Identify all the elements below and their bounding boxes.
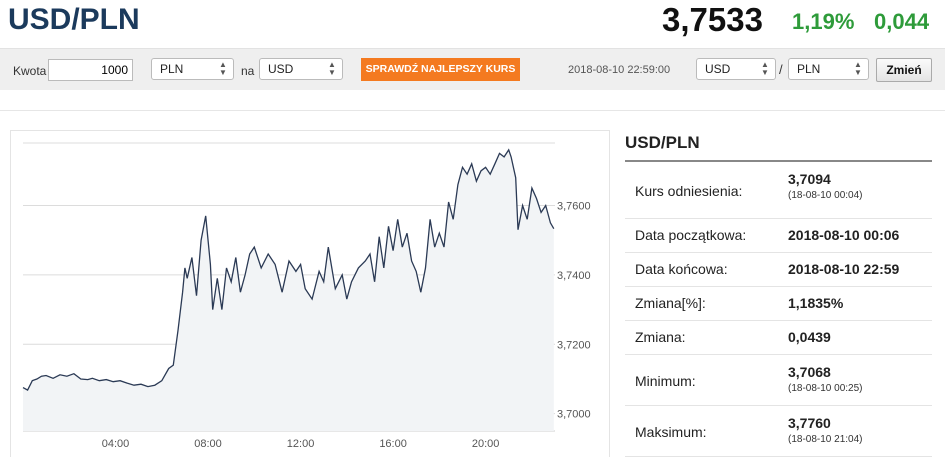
info-value: 1,1835% (788, 295, 844, 311)
x-tick-label: 20:00 (472, 438, 500, 450)
info-label: Zmiana[%]: (635, 295, 706, 311)
y-tick-label: 3,7200 (557, 339, 591, 351)
chart-container: 3,7000 3,7200 3,7400 3,7600 04:00 08:00 12:00 1… (10, 130, 610, 457)
info-subtext: (18-08-10 00:04) (788, 190, 863, 201)
info-label: Minimum: (635, 372, 696, 389)
x-tick-label: 12:00 (287, 438, 315, 450)
pair-base-select[interactable]: USD ▲ ▼ (696, 58, 776, 80)
select-arrows-icon: ▲ ▼ (328, 60, 336, 77)
info-label: Kurs odniesienia: (635, 182, 743, 199)
info-rows: Kurs odniesienia: 3,7094 (18-08-10 00:04) D… (625, 162, 932, 457)
to-currency-value: USD (268, 62, 294, 76)
info-row: Zmiana: 0,0439 (625, 321, 932, 355)
from-currency-select[interactable]: PLN ▲ ▼ (151, 58, 234, 80)
pair-separator: / (779, 62, 783, 77)
y-tick-label: 3,7400 (557, 270, 591, 282)
x-tick-label: 16:00 (379, 438, 407, 450)
info-value: 0,0439 (788, 329, 831, 345)
from-currency-value: PLN (160, 62, 184, 76)
info-label: Zmiana: (635, 329, 686, 345)
content-panel (0, 110, 945, 457)
info-subtext: (18-08-10 00:25) (788, 383, 863, 394)
current-rate: 3,7533 (662, 1, 763, 38)
info-label: Maksimum: (635, 423, 707, 440)
best-rate-button[interactable]: SPRAWDŹ NAJLEPSZY KURS (361, 58, 520, 81)
select-arrows-icon: ▲ ▼ (854, 60, 862, 77)
info-row: Zmiana[%]: 1,1835% (625, 287, 932, 321)
info-value: 2018-08-10 22:59 (788, 261, 900, 277)
quote-header: USD/PLN 3,7533 1,19% 0,044 (0, 0, 945, 48)
info-row: Data końcowa: 2018-08-10 22:59 (625, 253, 932, 287)
y-tick-label: 3,7600 (557, 200, 591, 212)
series-line (22, 148, 555, 391)
info-value: 3,7760 (788, 415, 831, 431)
select-arrows-icon: ▲ ▼ (761, 60, 769, 77)
info-value: 3,7068 (788, 364, 831, 380)
info-label: Data końcowa: (635, 261, 728, 277)
pair-quote-select[interactable]: PLN ▲ ▼ (788, 58, 869, 80)
info-row: Maksimum: 3,7760 (18-08-10 21:04) (625, 406, 932, 457)
series-area (23, 149, 554, 431)
y-tick-label: 3,7000 (557, 409, 591, 421)
info-label: Data początkowa: (635, 227, 747, 243)
x-tick-label: 04:00 (102, 438, 130, 450)
change-absolute: 0,044 (874, 9, 930, 34)
x-tick-label: 08:00 (194, 438, 222, 450)
pair-title: USD/PLN (8, 3, 140, 36)
quote-timestamp: 2018-08-10 22:59:00 (568, 64, 671, 76)
info-row: Data początkowa: 2018-08-10 00:06 (625, 219, 932, 253)
info-subtext: (18-08-10 21:04) (788, 434, 863, 445)
converter-toolbar: Kwota PLN ▲▼ na USD ▲▼ SPRAWDŹ NAJLEPSZY… (0, 48, 945, 90)
select-arrows-icon: ▲ ▼ (219, 60, 227, 77)
to-label: na (241, 64, 255, 78)
info-row: Kurs odniesienia: 3,7094 (18-08-10 00:04) (625, 162, 932, 219)
info-table: USD/PLN Kurs odniesienia: 3,7094 (18-08-10… (625, 130, 932, 457)
change-pair-button[interactable]: Zmień (876, 58, 932, 82)
amount-label: Kwota (13, 64, 47, 78)
rate-chart: 3,7000 3,7200 3,7400 3,7600 04:00 08:00 12:00 1… (22, 142, 591, 450)
pair-base-value: USD (705, 62, 731, 76)
info-value: 3,7094 (788, 171, 831, 187)
info-value: 2018-08-10 00:06 (788, 227, 900, 243)
info-row: Minimum: 3,7068 (18-08-10 00:25) (625, 355, 932, 406)
to-currency-select[interactable]: USD ▲ ▼ (259, 58, 343, 80)
info-title: USD/PLN (625, 130, 932, 162)
change-percent: 1,19% (792, 9, 855, 34)
amount-input[interactable] (48, 59, 133, 81)
pair-quote-value: PLN (797, 62, 821, 76)
